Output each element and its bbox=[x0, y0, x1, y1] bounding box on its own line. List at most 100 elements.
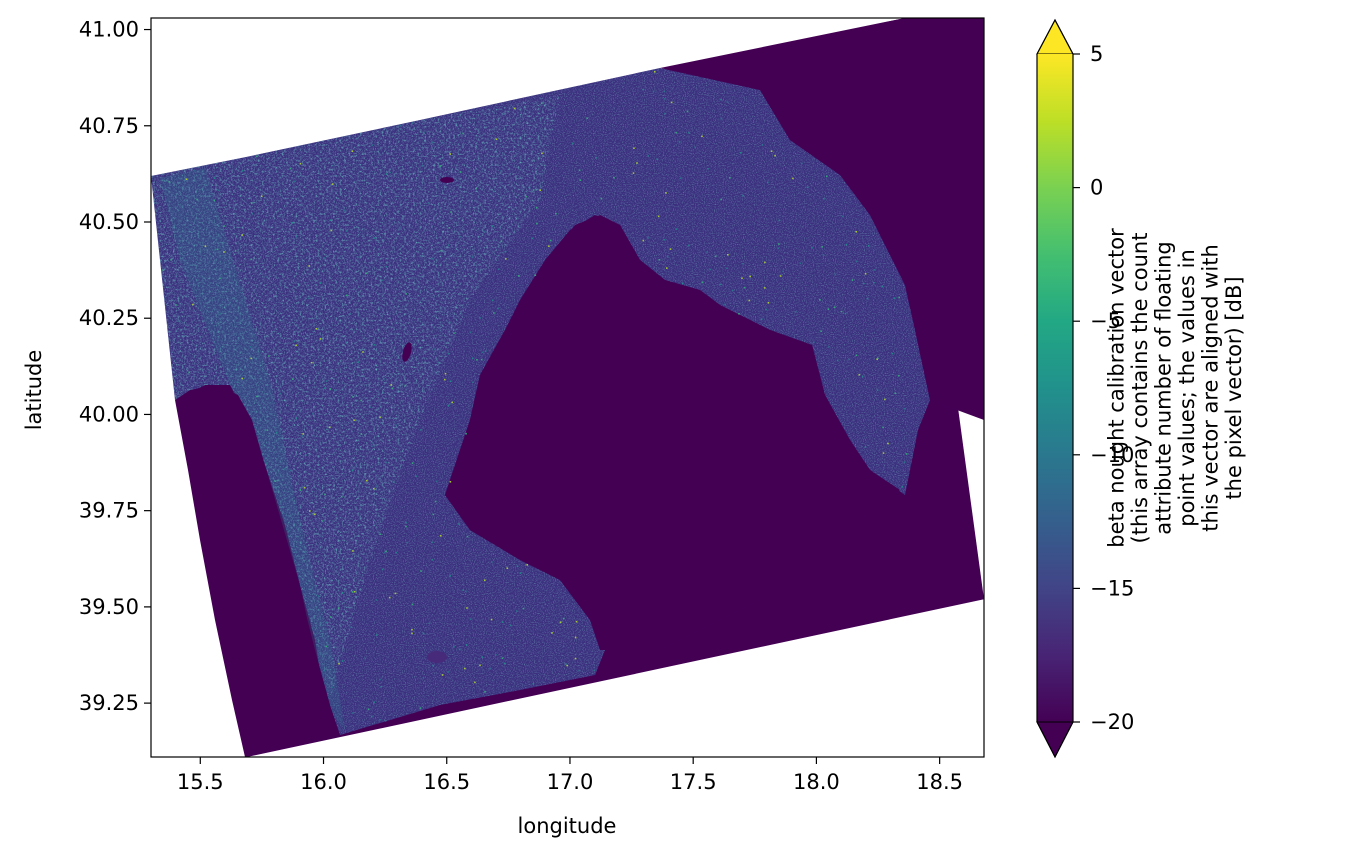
bright-point bbox=[352, 712, 354, 714]
bright-point bbox=[375, 599, 378, 601]
bright-point bbox=[657, 215, 660, 218]
bright-point bbox=[265, 462, 267, 464]
bright-point bbox=[726, 101, 729, 103]
bright-point bbox=[898, 296, 900, 299]
bright-point bbox=[385, 550, 387, 553]
bright-point bbox=[449, 575, 451, 577]
bright-point bbox=[349, 313, 351, 315]
bright-point bbox=[663, 238, 665, 241]
bright-point bbox=[364, 657, 367, 660]
bright-point bbox=[720, 198, 722, 201]
bright-point bbox=[444, 372, 447, 375]
bright-point bbox=[749, 275, 751, 278]
bright-point bbox=[422, 632, 425, 635]
y-tick-label: 40.25 bbox=[79, 306, 139, 330]
bright-point bbox=[663, 90, 666, 93]
bright-point bbox=[595, 157, 597, 159]
bright-point bbox=[234, 250, 237, 252]
bright-point bbox=[823, 197, 825, 200]
bright-point bbox=[341, 660, 344, 662]
bright-point bbox=[518, 275, 520, 277]
bright-point bbox=[822, 254, 825, 256]
bright-point bbox=[360, 433, 363, 435]
bright-point bbox=[903, 461, 906, 463]
bright-point bbox=[351, 469, 354, 471]
bright-point bbox=[324, 493, 326, 496]
bright-point bbox=[345, 230, 348, 232]
bright-point bbox=[484, 350, 487, 352]
bright-point bbox=[449, 481, 452, 483]
bright-point bbox=[434, 500, 437, 503]
bright-point bbox=[301, 435, 304, 437]
colorbar-label: beta nought calibration vector (this arra… bbox=[1104, 228, 1246, 548]
bright-point bbox=[451, 401, 453, 404]
bright-point bbox=[422, 131, 425, 134]
bright-point bbox=[196, 198, 198, 201]
bright-point bbox=[727, 254, 729, 256]
bright-point bbox=[431, 141, 433, 144]
bright-point bbox=[325, 621, 328, 624]
bright-point bbox=[226, 223, 229, 226]
bright-point bbox=[800, 162, 803, 165]
bright-point bbox=[658, 259, 661, 261]
bright-point bbox=[288, 529, 291, 532]
bright-point bbox=[848, 358, 851, 361]
bright-point bbox=[419, 707, 422, 709]
bright-point bbox=[678, 141, 681, 143]
bright-point bbox=[500, 240, 503, 242]
bright-point bbox=[437, 361, 439, 364]
bright-point bbox=[472, 357, 474, 360]
bright-point bbox=[308, 297, 310, 300]
bright-point bbox=[501, 657, 504, 659]
bright-point bbox=[719, 283, 721, 286]
bright-point bbox=[310, 361, 313, 364]
bright-point bbox=[314, 513, 316, 516]
dark-spot bbox=[402, 342, 412, 362]
bright-point bbox=[851, 279, 854, 281]
bright-point bbox=[188, 371, 190, 374]
axes-frame bbox=[150, 17, 985, 758]
bright-point bbox=[675, 131, 677, 134]
bright-point bbox=[720, 98, 722, 101]
bright-point bbox=[324, 387, 326, 389]
bright-point bbox=[345, 341, 347, 344]
y-tick-label: 39.50 bbox=[79, 595, 139, 619]
bright-point bbox=[447, 404, 450, 407]
bright-point bbox=[404, 384, 407, 387]
bright-point bbox=[440, 142, 443, 145]
bright-point bbox=[420, 570, 422, 572]
bright-point bbox=[256, 395, 258, 398]
bright-point bbox=[174, 262, 176, 264]
bright-point bbox=[449, 403, 451, 405]
bright-point bbox=[540, 102, 543, 105]
bright-point bbox=[290, 469, 292, 472]
bright-point bbox=[680, 177, 682, 179]
x-axis-ticks: 15.5 16.0 16.5 17.0 17.5 18.0 18.5 bbox=[177, 757, 963, 794]
bright-point bbox=[357, 361, 359, 363]
bright-point bbox=[484, 579, 486, 581]
bright-point bbox=[398, 226, 401, 229]
bright-point bbox=[338, 663, 340, 665]
bright-point bbox=[903, 407, 905, 410]
colorbar: −20 −15 −10 −5 0 5 beta nought calibration ve… bbox=[1036, 18, 1246, 759]
bright-point bbox=[694, 146, 696, 149]
bright-point bbox=[266, 276, 268, 278]
bright-point bbox=[714, 255, 717, 258]
bright-point bbox=[740, 152, 742, 154]
bright-point bbox=[321, 519, 323, 522]
bright-point bbox=[370, 715, 373, 718]
bright-point bbox=[882, 452, 885, 454]
y-tick-label: 41.00 bbox=[79, 18, 139, 42]
image-layer bbox=[151, 18, 984, 757]
bright-point bbox=[441, 674, 444, 676]
bright-point bbox=[779, 275, 782, 277]
bright-point bbox=[526, 564, 528, 566]
bright-point bbox=[353, 419, 355, 421]
bright-point bbox=[308, 265, 310, 267]
bright-point bbox=[315, 328, 318, 330]
bright-point bbox=[274, 480, 277, 482]
bright-point bbox=[541, 152, 543, 155]
bright-point bbox=[842, 215, 844, 218]
bright-point bbox=[440, 249, 443, 252]
bright-point bbox=[223, 251, 225, 253]
